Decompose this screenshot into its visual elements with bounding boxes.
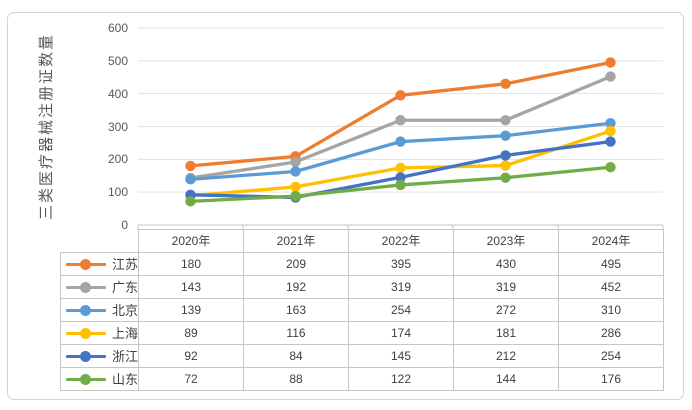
legend-cell: 江苏 bbox=[60, 251, 139, 277]
table-value-cell: 286 bbox=[558, 321, 664, 346]
table-header-cell: 2023年 bbox=[453, 229, 559, 253]
series-marker-0 bbox=[605, 57, 616, 68]
legend-cell: 上海 bbox=[60, 321, 139, 346]
legend-cell: 北京 bbox=[60, 298, 139, 323]
series-marker-1 bbox=[395, 115, 406, 126]
y-tick-label: 500 bbox=[107, 53, 128, 68]
table-value-cell: 84 bbox=[243, 344, 349, 369]
series-marker-2 bbox=[500, 130, 511, 141]
series-marker-3 bbox=[605, 125, 616, 137]
series-marker-1 bbox=[500, 115, 511, 126]
table-value-cell: 209 bbox=[243, 251, 349, 277]
series-marker-5 bbox=[605, 162, 616, 173]
legend-cell: 浙江 bbox=[60, 344, 139, 369]
series-marker-5 bbox=[500, 172, 511, 183]
series-marker-1 bbox=[290, 156, 301, 168]
table-row: 山东 72 88 122 144 176 bbox=[60, 367, 664, 392]
series-marker-4 bbox=[500, 150, 511, 161]
table-value-cell: 319 bbox=[453, 275, 559, 300]
table-header-cell: 2020年 bbox=[138, 229, 244, 253]
series-name: 山东 bbox=[112, 372, 139, 388]
legend-key-icon bbox=[66, 328, 106, 340]
series-name: 上海 bbox=[112, 326, 139, 342]
table-value-cell: 452 bbox=[558, 275, 664, 300]
table-value-cell: 88 bbox=[243, 367, 349, 392]
series-marker-3 bbox=[395, 162, 406, 174]
series-marker-0 bbox=[185, 160, 196, 172]
series-name: 北京 bbox=[112, 303, 139, 319]
table-row: 浙江 92 84 145 212 254 bbox=[60, 344, 664, 369]
table-header-cell: 2024年 bbox=[558, 229, 664, 253]
table-row: 北京 139 163 254 272 310 bbox=[60, 298, 664, 323]
series-name: 广东 bbox=[112, 280, 139, 296]
series-marker-4 bbox=[605, 136, 616, 147]
legend-key-icon bbox=[66, 351, 106, 363]
table-value-cell: 181 bbox=[453, 321, 559, 346]
table-value-cell: 254 bbox=[558, 344, 664, 369]
table-value-cell: 122 bbox=[348, 367, 454, 392]
series-marker-0 bbox=[500, 78, 511, 90]
legend-cell: 广东 bbox=[60, 275, 139, 300]
table-header-cell: 2021年 bbox=[243, 229, 349, 253]
series-marker-1 bbox=[605, 71, 616, 82]
y-tick-label: 200 bbox=[107, 152, 128, 167]
legend-key-icon bbox=[66, 374, 106, 386]
y-tick-label: 100 bbox=[107, 185, 128, 200]
legend-key-icon bbox=[66, 282, 106, 294]
y-tick-label: 400 bbox=[107, 86, 128, 101]
series-name: 浙江 bbox=[112, 349, 139, 365]
table-value-cell: 163 bbox=[243, 298, 349, 323]
table-value-cell: 430 bbox=[453, 251, 559, 277]
table-value-cell: 319 bbox=[348, 275, 454, 300]
table-value-cell: 192 bbox=[243, 275, 349, 300]
table-corner-cell bbox=[61, 230, 139, 253]
series-marker-5 bbox=[395, 179, 406, 191]
y-tick-label: 600 bbox=[107, 21, 128, 35]
table-value-cell: 143 bbox=[138, 275, 244, 300]
series-marker-4 bbox=[395, 172, 406, 183]
table-value-cell: 92 bbox=[138, 344, 244, 369]
table-value-cell: 180 bbox=[138, 251, 244, 277]
table-value-cell: 495 bbox=[558, 251, 664, 277]
table-value-cell: 116 bbox=[243, 321, 349, 346]
table-value-cell: 176 bbox=[558, 367, 664, 392]
table-value-cell: 174 bbox=[348, 321, 454, 346]
y-tick-label: 300 bbox=[107, 119, 128, 134]
table-header-row: 2020年 2021年 2022年 2023年 2024年 bbox=[61, 229, 664, 253]
legend-key-icon bbox=[66, 305, 106, 317]
table-value-cell: 145 bbox=[348, 344, 454, 369]
series-marker-3 bbox=[500, 160, 511, 171]
table-value-cell: 254 bbox=[348, 298, 454, 323]
series-marker-2 bbox=[185, 174, 196, 185]
table-value-cell: 395 bbox=[348, 251, 454, 277]
series-marker-2 bbox=[395, 136, 406, 147]
chart-data-table: 2020年 2021年 2022年 2023年 2024年 江苏 180 209 395 430 4… bbox=[60, 229, 664, 392]
table-row: 江苏 180 209 395 430 495 bbox=[60, 251, 664, 277]
table-value-cell: 212 bbox=[453, 344, 559, 369]
table-row: 广东 143 192 319 319 452 bbox=[60, 275, 664, 300]
table-header-cell: 2022年 bbox=[348, 229, 454, 253]
table-row: 上海 89 116 174 181 286 bbox=[60, 321, 664, 346]
series-marker-0 bbox=[395, 90, 406, 101]
series-marker-2 bbox=[290, 166, 301, 177]
table-value-cell: 72 bbox=[138, 367, 244, 392]
legend-key-icon bbox=[66, 259, 106, 271]
table-value-cell: 139 bbox=[138, 298, 244, 323]
series-marker-5 bbox=[185, 196, 196, 207]
series-marker-2 bbox=[605, 118, 616, 129]
table-value-cell: 310 bbox=[558, 298, 664, 323]
table-value-cell: 89 bbox=[138, 321, 244, 346]
legend-cell: 山东 bbox=[60, 367, 139, 392]
series-marker-5 bbox=[290, 190, 301, 202]
series-name: 江苏 bbox=[112, 257, 139, 273]
table-value-cell: 144 bbox=[453, 367, 559, 392]
y-tick-label: 0 bbox=[121, 218, 128, 232]
table-value-cell: 272 bbox=[453, 298, 559, 323]
series-marker-3 bbox=[290, 181, 301, 193]
